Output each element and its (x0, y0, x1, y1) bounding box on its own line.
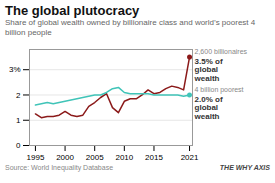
html-text:The global plutocracy: The global plutocracy (5, 3, 140, 18)
svg-text:4 billion poorest: 4 billion poorest (195, 86, 244, 94)
svg-text:2000: 2000 (56, 153, 74, 162)
svg-text:2.0% ofglobalwealth: 2.0% ofglobalwealth (194, 95, 223, 121)
html-text:Share of global wealth owned b: Share of global wealth owned by billiona… (5, 18, 256, 37)
svg-text:3%: 3% (9, 65, 21, 74)
svg-text:2: 2 (16, 91, 21, 100)
svg-text:2015: 2015 (145, 153, 163, 162)
svg-text:2005: 2005 (86, 153, 104, 162)
svg-text:1: 1 (16, 116, 21, 125)
svg-text:3.5% ofglobalwealth: 3.5% ofglobalwealth (194, 57, 223, 83)
html-text:Source: World Inequality Datab: Source: World Inequality Database (5, 164, 113, 171)
svg-text:2021: 2021 (181, 153, 199, 162)
svg-text:0: 0 (16, 141, 21, 150)
svg-text:1995: 1995 (27, 153, 45, 162)
html-text:THE WHY AXIS: THE WHY AXIS (219, 164, 270, 171)
svg-text:2010: 2010 (115, 153, 133, 162)
svg-text:2,600 billionaires: 2,600 billionaires (195, 48, 248, 55)
